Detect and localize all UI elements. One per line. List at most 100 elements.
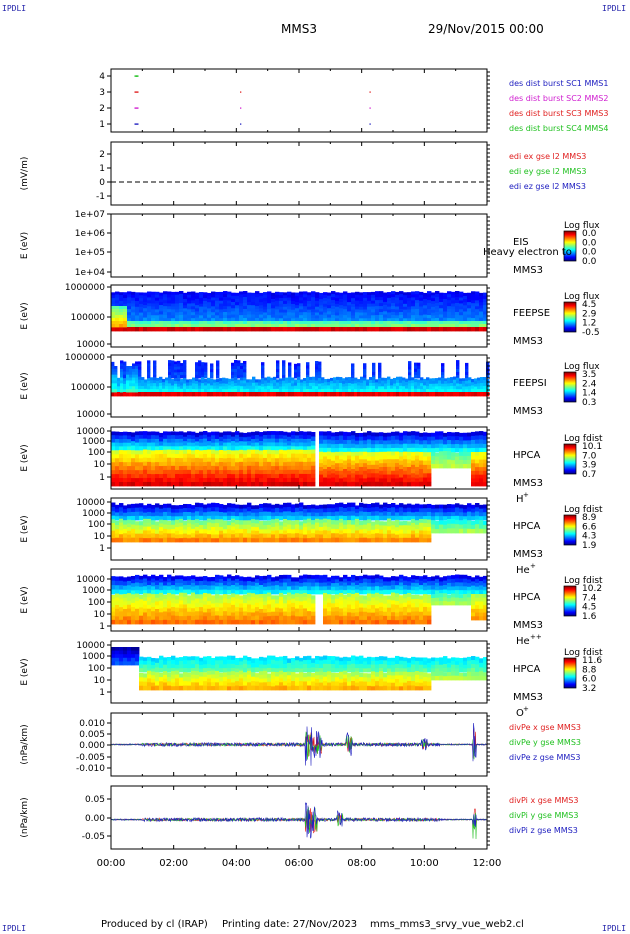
spectro-cell	[295, 520, 300, 525]
spectro-cell	[323, 538, 328, 543]
spectro-cell	[483, 386, 487, 390]
spectro-cell	[367, 464, 372, 470]
spectro-cell	[119, 292, 124, 296]
spectro-cell	[467, 460, 472, 465]
spectro-cell	[191, 300, 196, 304]
spectro-cell	[429, 392, 433, 397]
spectro-cell	[167, 481, 172, 487]
spectro-cell	[135, 292, 140, 296]
spectro-cell	[203, 434, 208, 440]
spectro-cell	[187, 431, 192, 436]
spectro-cell	[299, 294, 304, 298]
spectro-cell	[447, 443, 452, 449]
spectro-cell	[227, 481, 232, 487]
spectro-cell	[247, 449, 252, 455]
spectro-cell	[138, 369, 142, 373]
spectro-cell	[219, 378, 223, 382]
spectro-cell	[151, 294, 156, 299]
spectro-cell	[203, 300, 208, 305]
spectro-cell	[135, 327, 140, 332]
spectro-cell	[315, 375, 319, 379]
spectro-cell	[443, 504, 448, 509]
spectro-cell	[359, 303, 364, 308]
spectro-cell	[179, 454, 184, 459]
spectro-cell	[115, 470, 120, 475]
spectro-cell	[395, 504, 400, 509]
spectro-cell	[235, 446, 240, 451]
spectro-cell	[420, 389, 424, 393]
spectro-cell	[431, 315, 436, 319]
spectro-cell	[174, 381, 178, 385]
spectro-cell	[259, 458, 264, 463]
spectro-cell	[191, 439, 196, 444]
spectro-cell	[455, 315, 460, 319]
spectro-cell	[195, 437, 200, 442]
spectro-cell	[347, 321, 352, 325]
spectro-cell	[315, 518, 320, 524]
spectro-cell	[355, 455, 360, 460]
spectro-cell	[335, 324, 340, 328]
spectro-cell	[131, 445, 136, 451]
spectro-cell	[379, 432, 384, 437]
spectro-cell	[143, 431, 148, 436]
spectro-cell	[255, 516, 260, 521]
spectro-cell	[199, 470, 204, 475]
spectro-cell	[471, 385, 475, 390]
spectro-cell	[271, 442, 276, 447]
spectro-cell	[215, 511, 220, 517]
spectro-cell	[339, 534, 344, 539]
spectro-cell	[213, 385, 217, 390]
spectro-cell	[347, 506, 352, 512]
spectro-cell	[183, 299, 188, 303]
y-tick-label: 4	[99, 72, 105, 82]
spectro-cell	[318, 374, 322, 379]
spectro-cell	[279, 533, 284, 539]
spectro-cell	[174, 386, 178, 390]
spectro-cell	[303, 321, 308, 325]
spectro-cell	[415, 470, 420, 475]
spectro-cell	[123, 466, 128, 471]
spectro-cell	[390, 385, 394, 390]
spectro-cell	[321, 389, 325, 393]
spectro-cell	[282, 386, 286, 390]
spectro-cell	[363, 300, 368, 305]
spectro-cell	[135, 442, 140, 447]
spectro-cell	[295, 477, 300, 483]
spectro-cell	[287, 309, 292, 313]
spectro-cell	[227, 431, 232, 436]
spectro-cell	[171, 512, 176, 517]
colorbar	[563, 301, 577, 333]
spectro-cell	[359, 309, 364, 313]
spectro-cell	[275, 522, 280, 527]
spectro-cell	[131, 450, 136, 455]
spectro-cell	[111, 312, 116, 316]
spectro-cell	[276, 360, 280, 364]
spectro-cell	[407, 327, 412, 332]
spectro-cell	[327, 470, 332, 475]
spectro-cell	[287, 515, 292, 521]
spectro-cell	[131, 324, 136, 328]
spectro-cell	[399, 432, 404, 437]
spectro-cell	[215, 470, 220, 475]
spectro-cell	[219, 477, 224, 483]
colorbar-tick-label: 0.0	[582, 257, 597, 267]
spectro-cell	[163, 297, 168, 301]
spectro-cell	[443, 444, 448, 449]
spectro-cell	[459, 300, 464, 304]
spectro-cell	[355, 451, 360, 457]
spectro-cell	[439, 524, 444, 530]
spectro-cell	[191, 528, 196, 534]
spectro-cell	[183, 481, 188, 487]
spectro-cell	[331, 327, 336, 332]
spectro-cell	[447, 297, 452, 301]
spectro-cell	[307, 481, 312, 487]
spectro-cell	[343, 452, 348, 457]
spectro-cell	[483, 389, 487, 393]
spectro-cell	[237, 363, 241, 367]
spectro-cell	[429, 381, 433, 385]
spectro-cell	[127, 508, 132, 513]
spectro-cell	[419, 315, 424, 319]
spectro-cell	[191, 537, 196, 543]
spectro-cell	[203, 504, 208, 509]
